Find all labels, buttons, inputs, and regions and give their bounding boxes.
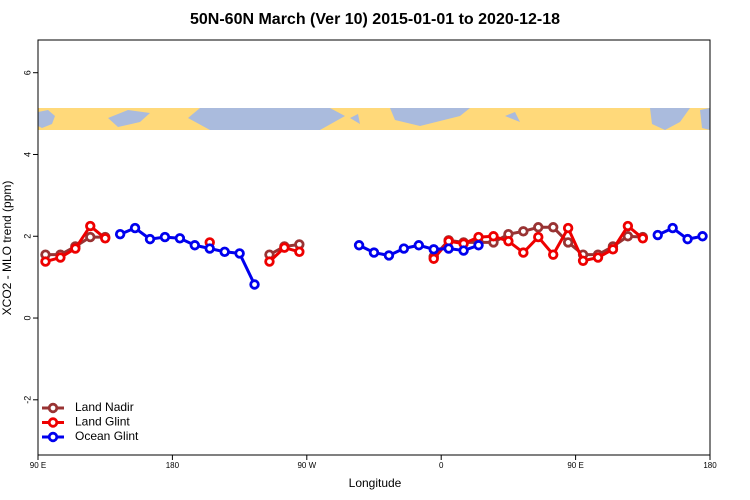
x-tick-label: 90 E <box>567 461 583 470</box>
data-point <box>548 249 559 260</box>
data-point <box>85 220 96 232</box>
data-point <box>249 279 260 290</box>
data-point <box>458 245 469 256</box>
data-point <box>533 222 544 233</box>
y-tick-label: -2 <box>22 396 32 404</box>
data-point <box>219 246 230 257</box>
data-point <box>562 237 574 248</box>
data-point <box>99 233 111 244</box>
data-point <box>234 248 245 259</box>
data-point <box>473 240 484 251</box>
data-point <box>577 255 589 266</box>
y-axis-label: XCO2 - MLO trend (ppm) <box>0 181 14 316</box>
data-point <box>667 222 678 234</box>
x-tick-label: 90 W <box>297 461 316 470</box>
legend-marker <box>47 402 59 414</box>
series-line <box>119 226 703 286</box>
data-point <box>114 229 126 240</box>
y-tick-label: 6 <box>22 70 32 75</box>
legend-marker <box>47 417 59 428</box>
data-point <box>443 243 454 254</box>
data-point <box>518 247 529 258</box>
data-point <box>174 233 186 244</box>
data-point <box>85 231 96 243</box>
data-point <box>398 243 410 254</box>
data-point <box>413 240 424 251</box>
x-tick-label: 180 <box>166 461 180 470</box>
data-point <box>682 233 693 245</box>
data-point <box>607 244 619 255</box>
data-point <box>562 222 574 234</box>
data-point <box>473 231 484 243</box>
data-point <box>353 240 365 251</box>
data-point <box>70 243 81 254</box>
data-point <box>488 231 499 242</box>
data-point <box>592 252 604 263</box>
data-point <box>294 246 305 257</box>
data-point <box>129 222 141 234</box>
data-point <box>204 243 215 254</box>
x-tick-label: 90 E <box>30 461 46 470</box>
x-axis-label: Longitude <box>349 476 402 490</box>
data-point <box>279 242 290 253</box>
data-point <box>548 222 559 233</box>
data-point <box>622 220 634 232</box>
data-point <box>189 240 200 251</box>
data-point <box>368 247 380 258</box>
y-tick-label: 0 <box>22 316 32 321</box>
data-point <box>622 231 634 242</box>
data-point <box>533 231 544 243</box>
legend-marker <box>47 431 59 443</box>
data-point <box>55 252 66 263</box>
data-point <box>428 244 439 255</box>
data-point <box>637 233 648 244</box>
data-point <box>40 256 51 267</box>
x-tick-label: 180 <box>703 461 717 470</box>
x-tick-label: 0 <box>439 461 444 470</box>
data-point <box>264 256 275 267</box>
data-point <box>518 226 529 237</box>
legend-label: Land Glint <box>75 415 130 429</box>
data-point <box>144 233 156 245</box>
data-point <box>697 231 708 242</box>
chart-title: 50N-60N March (Ver 10) 2015-01-01 to 202… <box>190 11 560 28</box>
plot-frame <box>37 39 711 456</box>
legend-label: Land Nadir <box>75 400 134 414</box>
legend-label: Ocean Glint <box>75 429 139 443</box>
map-strip <box>38 108 710 130</box>
y-tick-label: 4 <box>22 152 32 157</box>
data-point <box>503 235 514 247</box>
data-point <box>383 250 395 261</box>
data-point <box>159 231 171 243</box>
y-tick-label: 2 <box>22 234 32 239</box>
data-point <box>652 229 663 241</box>
data-point <box>428 253 439 264</box>
